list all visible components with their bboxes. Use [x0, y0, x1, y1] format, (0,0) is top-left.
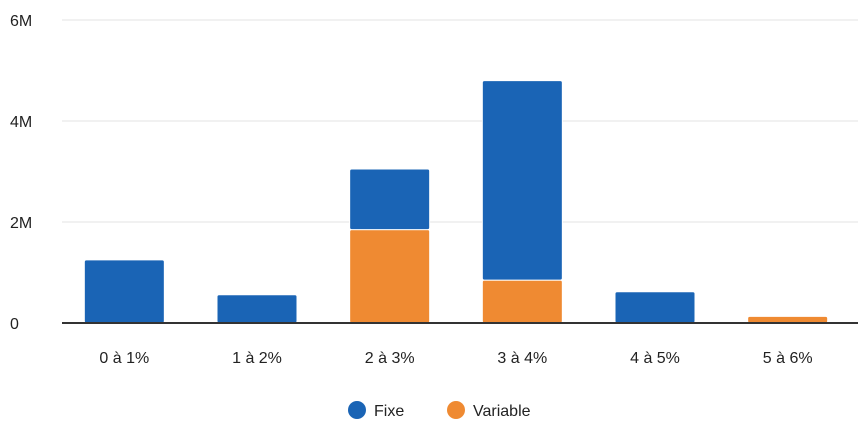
legend-item-fixe: Fixe: [348, 401, 404, 420]
legend-swatch: [348, 401, 366, 419]
bar-fixe-4: [614, 291, 696, 324]
legend: Fixe Variable: [348, 401, 531, 420]
bar-variable-3: [481, 279, 563, 324]
x-tick-label: 2 à 3%: [365, 350, 415, 367]
bar-fixe-3: [481, 80, 563, 281]
x-tick-label: 0 à 1%: [99, 350, 149, 367]
bars: [83, 80, 829, 324]
grid-lines: [62, 19, 858, 223]
bar-variable-2: [349, 229, 431, 324]
legend-item-variable: Variable: [447, 401, 531, 420]
y-tick-label: 4M: [10, 114, 32, 131]
y-tick-label: 6M: [10, 13, 32, 30]
legend-swatch: [447, 401, 465, 419]
x-tick-label: 1 à 2%: [232, 350, 282, 367]
x-axis-ticks: 0 à 1% 1 à 2% 2 à 3% 3 à 4% 4 à 5% 5 à 6%: [99, 350, 812, 367]
x-tick-label: 3 à 4%: [497, 350, 547, 367]
x-tick-label: 5 à 6%: [763, 350, 813, 367]
bar-fixe-0: [83, 259, 165, 324]
x-tick-label: 4 à 5%: [630, 350, 680, 367]
legend-label: Variable: [473, 403, 531, 420]
bar-fixe-2: [349, 168, 431, 231]
y-axis-ticks: 0 2M 4M 6M: [10, 13, 32, 333]
y-tick-label: 2M: [10, 215, 32, 232]
bar-fixe-1: [216, 294, 298, 324]
y-tick-label: 0: [10, 316, 19, 333]
legend-label: Fixe: [374, 403, 404, 420]
